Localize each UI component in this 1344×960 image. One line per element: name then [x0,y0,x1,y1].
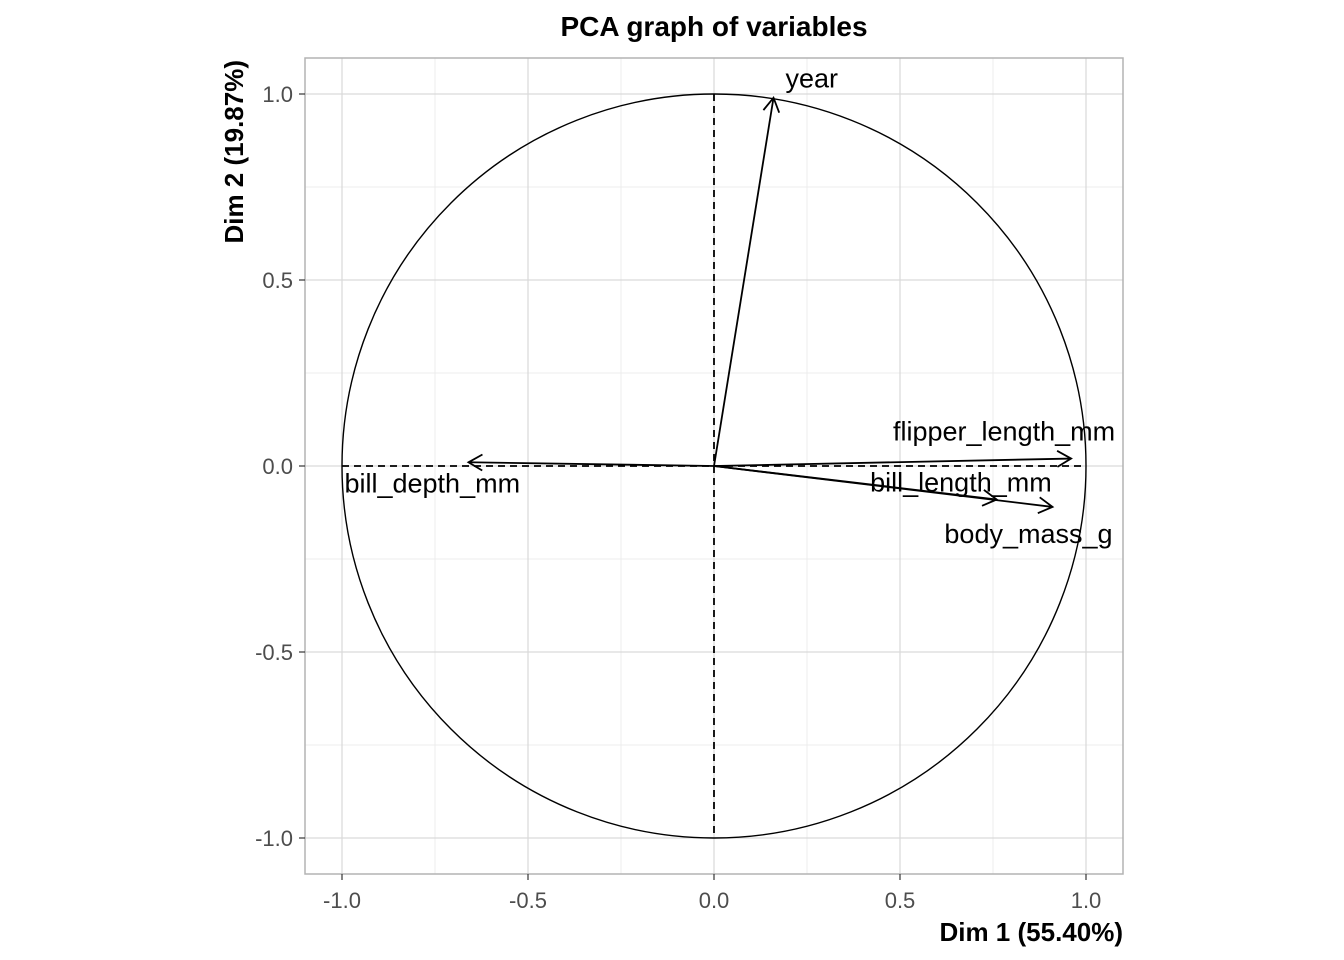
y-tick-label: 0.0 [262,454,293,479]
y-tick-label: 0.5 [262,268,293,293]
arrow-flipper_length_mm [713,450,1073,468]
correlation-circle [341,93,1087,839]
label-year: year [786,64,839,94]
variable-arrows [466,95,1073,515]
y-tick-label: -0.5 [255,640,293,665]
x-axis-title: Dim 1 (55.40%) [939,917,1123,947]
y-axis-ticks: -1.0 -0.5 0.0 0.5 1.0 [255,82,305,851]
arrow-year [713,95,781,467]
label-bill_length_mm: bill_length_mm [870,467,1052,497]
arrow-bill_depth_mm [466,453,715,472]
x-tick-label: 0.0 [699,888,730,913]
x-tick-label: -0.5 [509,888,547,913]
y-tick-label: 1.0 [262,82,293,107]
variable-labels: year flipper_length_mm bill_length_mm body_… [344,64,1115,549]
x-tick-label: -1.0 [323,888,361,913]
arrow-body_mass_g [713,465,1055,515]
x-axis-ticks: -1.0 -0.5 0.0 0.5 1.0 [323,874,1101,913]
y-axis-title: Dim 2 (19.87%) [219,60,249,244]
y-tick-label: -1.0 [255,826,293,851]
x-tick-label: 0.5 [885,888,916,913]
x-tick-label: 1.0 [1071,888,1102,913]
label-flipper_length_mm: flipper_length_mm [893,417,1115,447]
label-bill_depth_mm: bill_depth_mm [344,468,520,498]
chart-title: PCA graph of variables [560,11,867,42]
label-body_mass_g: body_mass_g [944,519,1112,549]
